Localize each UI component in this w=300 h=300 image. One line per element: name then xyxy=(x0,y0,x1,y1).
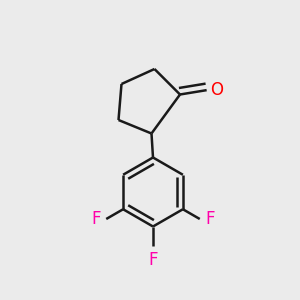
Text: O: O xyxy=(210,80,223,98)
Text: F: F xyxy=(148,251,158,269)
Text: F: F xyxy=(91,210,101,228)
Text: F: F xyxy=(205,210,215,228)
